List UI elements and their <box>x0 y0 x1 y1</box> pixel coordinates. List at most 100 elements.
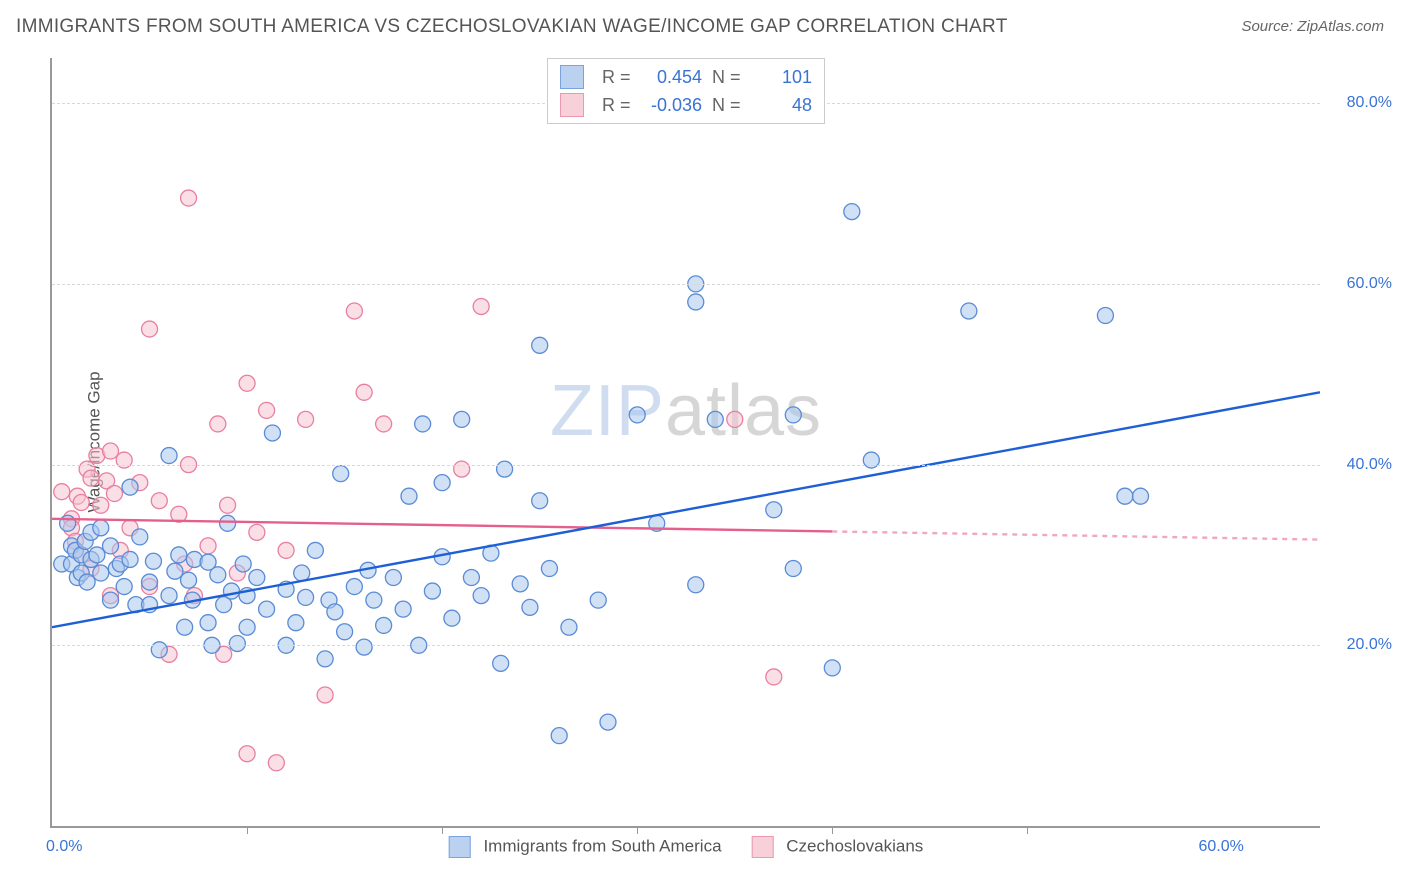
scatter-point <box>200 538 216 554</box>
scatter-point <box>785 407 801 423</box>
scatter-point <box>434 475 450 491</box>
scatter-point <box>366 592 382 608</box>
scatter-point <box>278 542 294 558</box>
scatter-point <box>142 574 158 590</box>
scatter-point <box>60 515 76 531</box>
scatter-point <box>961 303 977 319</box>
scatter-point <box>268 755 284 771</box>
scatter-point <box>171 547 187 563</box>
scatter-point <box>210 567 226 583</box>
y-tick-label: 80.0% <box>1328 94 1392 112</box>
scatter-point <box>73 495 89 511</box>
scatter-point <box>395 601 411 617</box>
scatter-point <box>688 294 704 310</box>
scatter-point <box>259 601 275 617</box>
scatter-point <box>1117 488 1133 504</box>
scatter-point <box>590 592 606 608</box>
scatter-point <box>239 619 255 635</box>
scatter-point <box>259 402 275 418</box>
scatter-point <box>317 687 333 703</box>
scatter-point <box>93 565 109 581</box>
gridline <box>52 465 1320 466</box>
scatter-point <box>122 551 138 567</box>
scatter-point <box>239 375 255 391</box>
scatter-point <box>229 635 245 651</box>
scatter-point <box>444 610 460 626</box>
gridline <box>52 284 1320 285</box>
scatter-point <box>249 570 265 586</box>
scatter-point <box>493 655 509 671</box>
scatter-point <box>307 542 323 558</box>
chart-title: IMMIGRANTS FROM SOUTH AMERICA VS CZECHOS… <box>16 16 1008 38</box>
scatter-point <box>415 416 431 432</box>
scatter-point <box>298 589 314 605</box>
scatter-point <box>766 502 782 518</box>
scatter-point <box>600 714 616 730</box>
y-tick-label: 60.0% <box>1328 275 1392 293</box>
scatter-point <box>532 493 548 509</box>
r-value: 0.454 <box>642 67 702 88</box>
scatter-point <box>863 452 879 468</box>
x-tick-mark <box>442 826 443 834</box>
scatter-point <box>473 298 489 314</box>
chart-container: IMMIGRANTS FROM SOUTH AMERICA VS CZECHOS… <box>0 0 1406 892</box>
scatter-point <box>288 615 304 631</box>
scatter-point <box>454 411 470 427</box>
scatter-point <box>385 570 401 586</box>
scatter-point <box>161 588 177 604</box>
legend-stats-row-1: R = 0.454 N = 101 <box>560 63 812 91</box>
scatter-point <box>116 579 132 595</box>
scatter-point <box>727 411 743 427</box>
scatter-point <box>1133 488 1149 504</box>
scatter-point <box>346 579 362 595</box>
scatter-point <box>106 486 122 502</box>
scatter-point <box>424 583 440 599</box>
scatter-point <box>1097 308 1113 324</box>
trend-line <box>832 531 1320 539</box>
scatter-point <box>376 416 392 432</box>
scatter-point <box>151 493 167 509</box>
scatter-point <box>54 484 70 500</box>
scatter-point <box>346 303 362 319</box>
scatter-point <box>298 411 314 427</box>
legend-swatch-blue-icon <box>449 836 471 858</box>
legend-item-2: Czechoslovakians <box>752 836 924 858</box>
scatter-point <box>142 321 158 337</box>
scatter-point <box>317 651 333 667</box>
scatter-point <box>844 204 860 220</box>
scatter-point <box>541 560 557 576</box>
plot-area: Wage/Income Gap ZIPatlas R = 0.454 N = 1… <box>50 58 1320 828</box>
scatter-point <box>116 452 132 468</box>
scatter-point <box>333 466 349 482</box>
scatter-point <box>337 624 353 640</box>
scatter-point <box>210 416 226 432</box>
scatter-point <box>103 592 119 608</box>
legend-stats-row-2: R = -0.036 N = 48 <box>560 91 812 119</box>
scatter-point <box>454 461 470 477</box>
scatter-point <box>89 547 105 563</box>
scatter-point <box>220 497 236 513</box>
legend-swatch-pink-icon <box>560 93 584 117</box>
scatter-point <box>103 443 119 459</box>
scatter-point <box>235 556 251 572</box>
scatter-point <box>473 588 489 604</box>
scatter-point <box>401 488 417 504</box>
scatter-point <box>561 619 577 635</box>
r-label: R = <box>602 95 632 116</box>
scatter-point <box>766 669 782 685</box>
trend-line <box>52 519 832 532</box>
scatter-point <box>181 572 197 588</box>
legend-swatch-blue-icon <box>560 65 584 89</box>
scatter-point <box>497 461 513 477</box>
scatter-point <box>629 407 645 423</box>
scatter-point <box>785 560 801 576</box>
scatter-point <box>512 576 528 592</box>
scatter-point <box>167 563 183 579</box>
scatter-point <box>463 570 479 586</box>
legend-item-1: Immigrants from South America <box>449 836 722 858</box>
x-tick-mark <box>832 826 833 834</box>
legend-item-2-label: Czechoslovakians <box>786 836 923 855</box>
scatter-point <box>122 479 138 495</box>
scatter-point <box>79 574 95 590</box>
legend-stats: R = 0.454 N = 101 R = -0.036 N = 48 <box>547 58 825 124</box>
